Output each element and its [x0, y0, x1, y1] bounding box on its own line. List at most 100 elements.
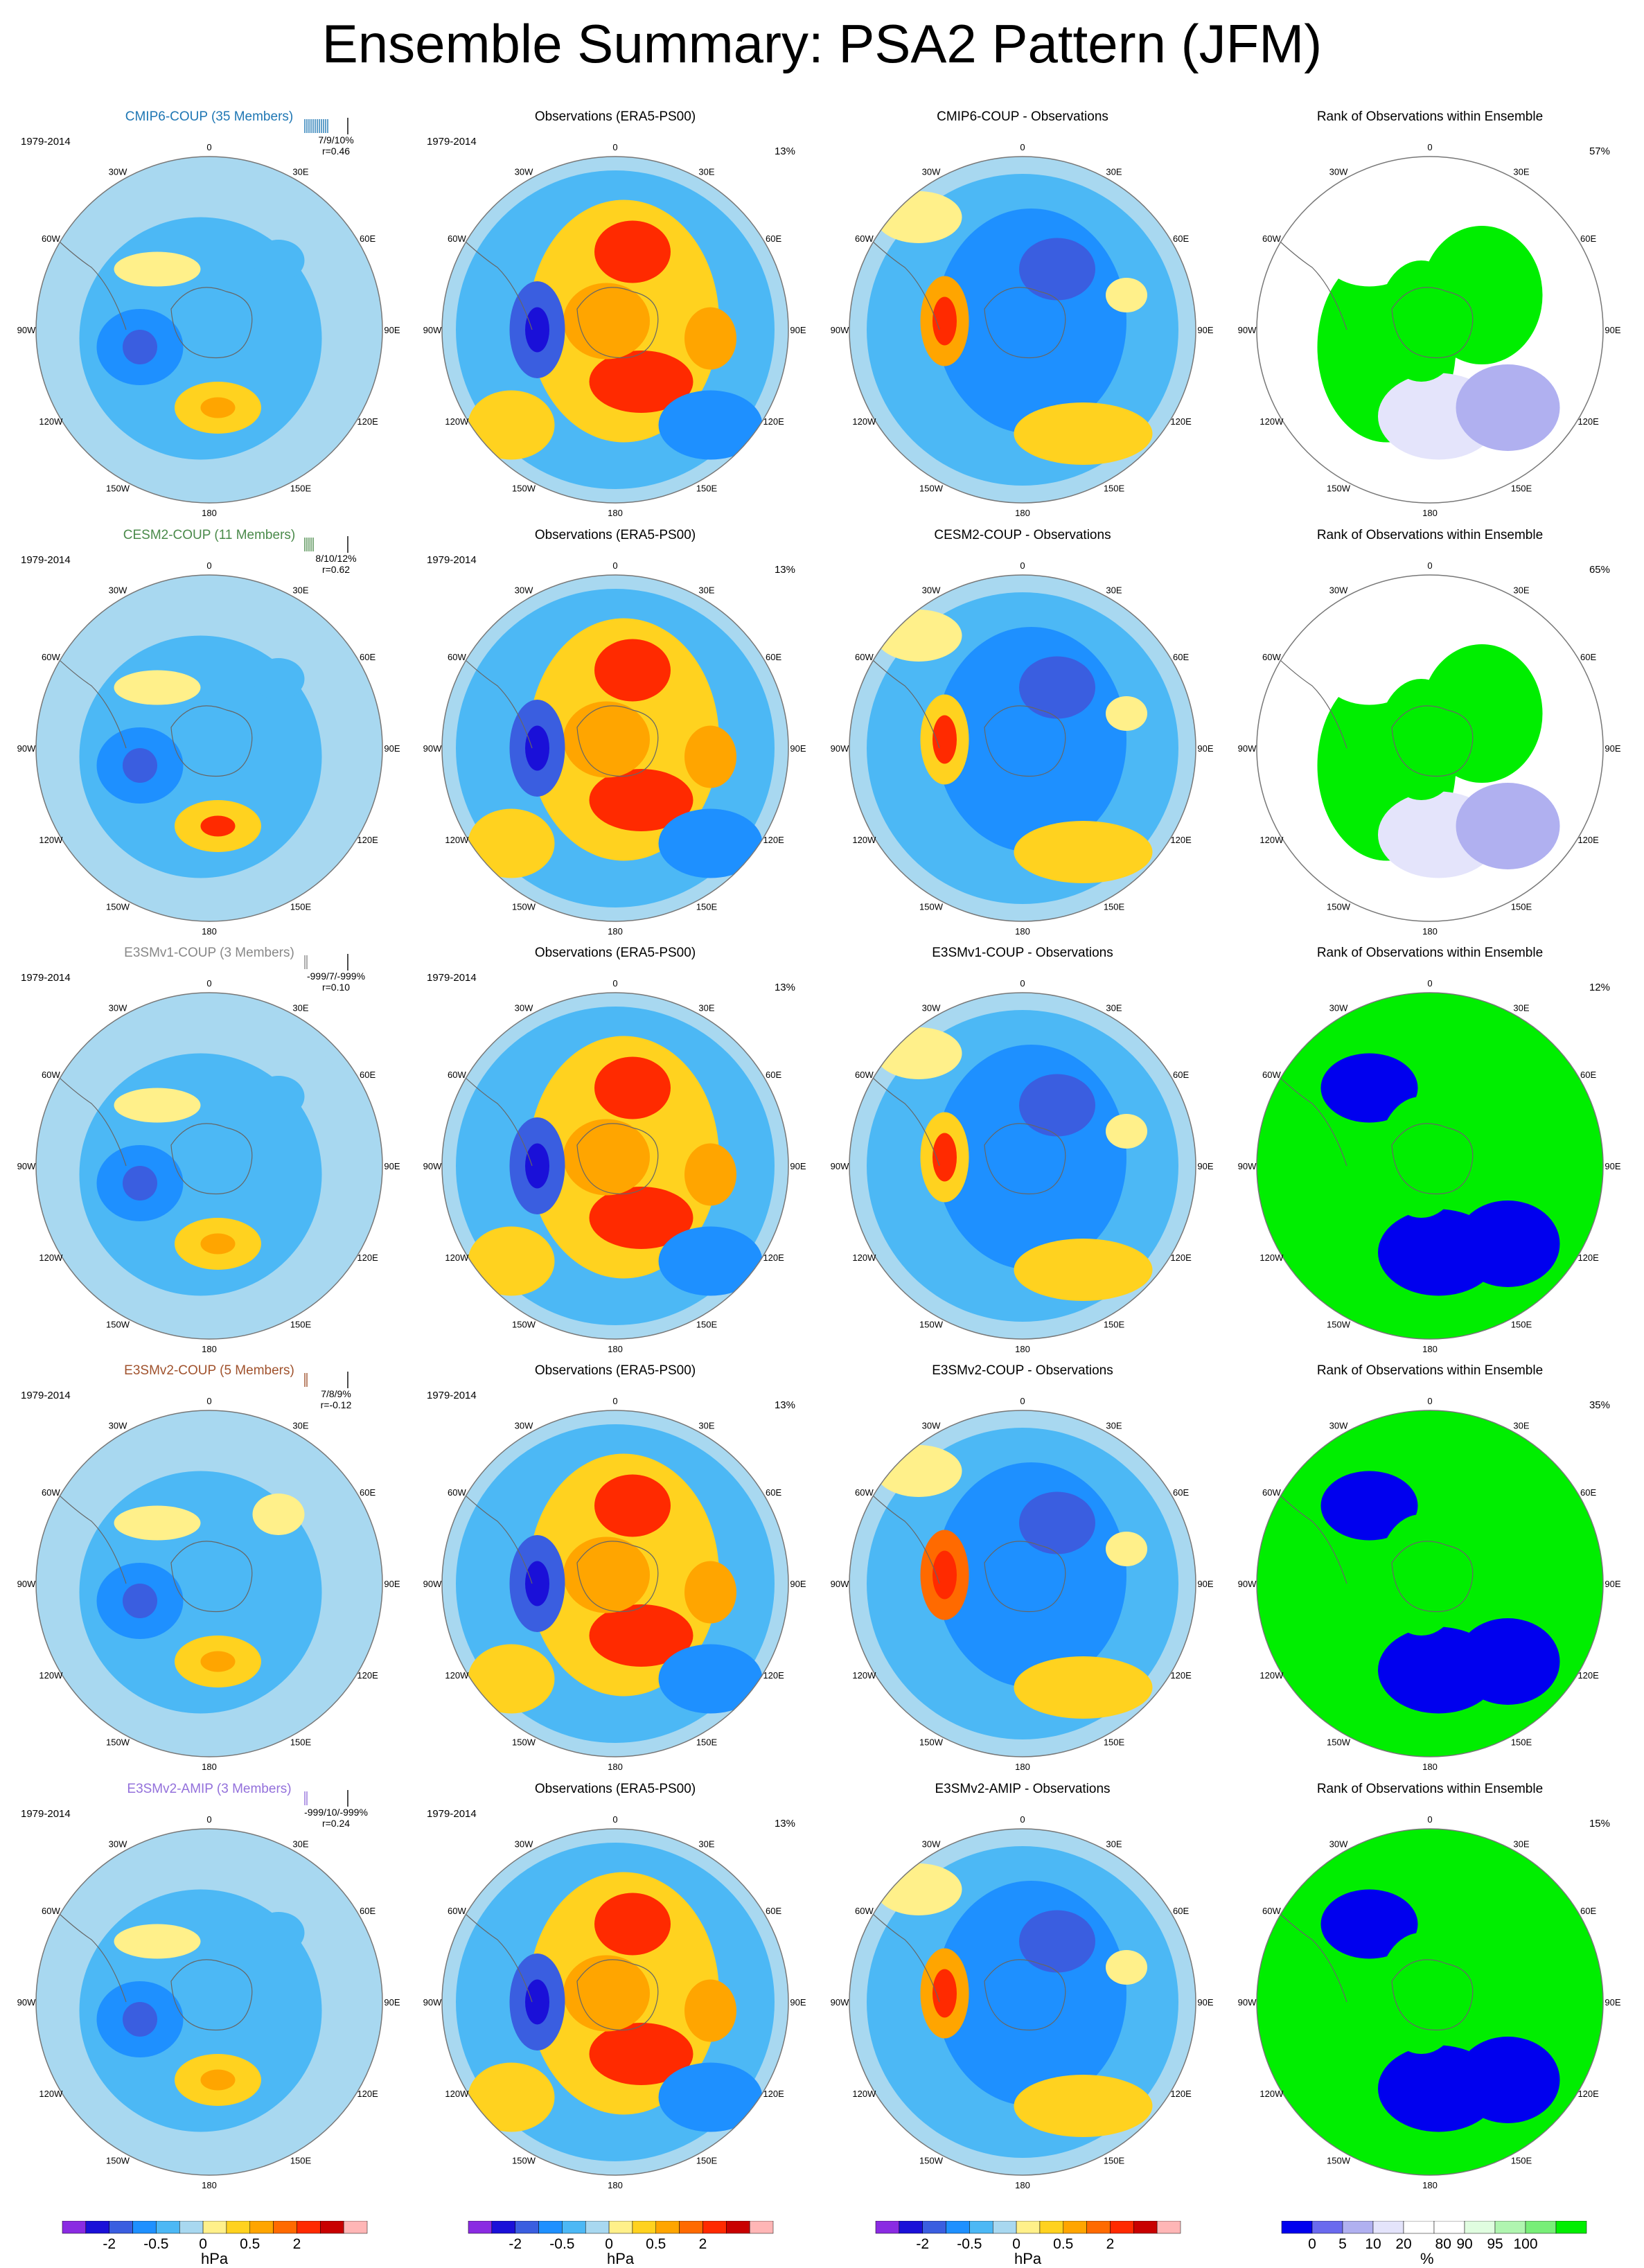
contour-region: [1456, 783, 1560, 869]
colorbar-tick-label: -0.5: [549, 2236, 574, 2252]
panel-title: Observations (ERA5-PS00): [534, 1363, 696, 1378]
longitude-label: 150W: [106, 2156, 130, 2166]
map-panel: Observations (ERA5-PS00) 1979-2014 13% 0 30E…: [414, 1782, 816, 2197]
contour-region: [684, 725, 736, 788]
longitude-label: 150W: [1327, 902, 1351, 912]
map-field: [36, 1829, 382, 2175]
colorbar-tick-label: 5: [1338, 2236, 1347, 2252]
period-label: 1979-2014: [21, 1808, 71, 1820]
contour-region: [1320, 1889, 1418, 1959]
colorbar-unit: %: [1420, 2250, 1434, 2267]
model-stats: -999/10/-999% r=0.24: [291, 1807, 381, 1829]
colorbar-tick-label: -2: [916, 2236, 929, 2252]
longitude-label: 90E: [384, 1997, 400, 2008]
contour-region: [252, 658, 305, 700]
map-boundary: [441, 1410, 789, 1757]
contour-region: [200, 1651, 236, 1672]
contour-region: [1456, 2037, 1560, 2123]
contour-region: [468, 2062, 555, 2132]
contour-region: [1014, 1656, 1153, 1719]
contour-region: [658, 808, 763, 878]
polar-map: 0 30E 60E 90E 120E 150E 180 150W 120W 90W 60W 30W: [831, 142, 1214, 518]
contour-region: [468, 1644, 555, 1714]
longitude-label: 120W: [852, 416, 876, 427]
longitude-label: 30W: [922, 166, 941, 177]
longitude-label: 0: [612, 978, 617, 989]
longitude-label: 180: [1422, 926, 1438, 937]
longitude-label: 30W: [515, 585, 533, 595]
longitude-label: 120W: [852, 835, 876, 845]
contour-region: [123, 2002, 157, 2037]
longitude-label: 180: [1015, 1762, 1030, 1772]
contour-region: [875, 1863, 962, 1915]
longitude-label: 60E: [1173, 1906, 1189, 1916]
longitude-label: 0: [1427, 560, 1432, 571]
map-field: [442, 1829, 788, 2175]
longitude-label: 30W: [1329, 585, 1348, 595]
contour-region: [589, 351, 693, 413]
map-panel: CMIP6-COUP (35 Members) 1979-2014 7/9/10% r…: [8, 109, 410, 525]
contour-region: [1106, 1950, 1147, 1985]
longitude-label: 120E: [357, 416, 378, 427]
longitude-label: 90W: [1238, 1579, 1257, 1589]
contour-region: [525, 1561, 549, 1606]
longitude-label: 120E: [763, 1252, 784, 1263]
contour-region: [1106, 1532, 1147, 1566]
longitude-label: 150W: [919, 1737, 944, 1748]
longitude-label: 30E: [1106, 166, 1122, 177]
member-spread-marks: [304, 118, 348, 134]
hpa-colorbar: -2 -0.5 0 0.5 2 hPa: [461, 2221, 780, 2267]
longitude-label: 90E: [790, 1997, 806, 2008]
longitude-label: 0: [1427, 1396, 1432, 1406]
colorbar-swatch: [1156, 2221, 1181, 2234]
longitude-label: 120W: [1259, 416, 1284, 427]
contour-region: [1320, 1471, 1418, 1541]
contour-region: [933, 296, 957, 346]
longitude-label: 30W: [109, 1839, 127, 1849]
longitude-label: 120W: [39, 416, 63, 427]
map-field: [1257, 1829, 1603, 2175]
longitude-label: 60E: [1580, 233, 1596, 244]
longitude-label: 180: [608, 926, 623, 937]
colorbar-swatch: [1342, 2221, 1374, 2234]
colorbar-swatch: [1555, 2221, 1587, 2234]
longitude-label: 30E: [1513, 585, 1529, 595]
longitude-label: 120W: [445, 1252, 469, 1263]
colorbar-swatch: [515, 2221, 539, 2234]
longitude-label: 120E: [1170, 416, 1192, 427]
longitude-label: 60E: [766, 233, 781, 244]
contour-region: [1320, 217, 1418, 287]
colorbar-tick-label: 0.5: [646, 2236, 666, 2252]
longitude-label: 90E: [384, 1161, 400, 1171]
longitude-label: 120E: [1577, 2089, 1599, 2099]
pattern-correlation: r=0.10: [321, 982, 351, 993]
contour-region: [468, 390, 555, 460]
colorbar-unit: hPa: [201, 2250, 229, 2267]
explained-variance: 13%: [774, 145, 795, 157]
contour-region: [1014, 402, 1153, 465]
colorbar-swatch: [655, 2221, 680, 2234]
map-field: [442, 157, 788, 503]
contour-region: [1019, 1491, 1095, 1554]
longitude-label: 30E: [698, 1002, 714, 1013]
contour-region: [1014, 821, 1153, 883]
longitude-label: 30W: [1329, 166, 1348, 177]
longitude-label: 30E: [698, 166, 714, 177]
colorbar-swatch: [249, 2221, 274, 2234]
colorbar-swatch: [749, 2221, 774, 2234]
model-stats: 7/8/9% r=-0.12: [291, 1388, 381, 1410]
longitude-label: 90W: [423, 1579, 442, 1589]
longitude-label: 150E: [1104, 2156, 1125, 2166]
longitude-label: 60E: [1173, 652, 1189, 662]
rank-area-percent: 12%: [1589, 982, 1610, 993]
map-panel: E3SMv1-COUP - Observations 0 30E 60E 90E 120E…: [822, 946, 1223, 1361]
map-panel: Rank of Observations within Ensemble 12% 0…: [1229, 946, 1631, 1361]
longitude-label: 90W: [17, 1997, 36, 2008]
panel-title: E3SMv2-AMIP (3 Members): [127, 1782, 292, 1796]
polar-map: 0 30E 60E 90E 120E 150E 180 150W 120W 90W 60W 30W: [831, 1814, 1214, 2190]
contour-region: [200, 2069, 236, 2091]
longitude-label: 0: [1020, 978, 1025, 989]
longitude-label: 180: [1422, 1762, 1438, 1772]
longitude-label: 90E: [384, 743, 400, 754]
longitude-label: 60W: [855, 1070, 874, 1080]
